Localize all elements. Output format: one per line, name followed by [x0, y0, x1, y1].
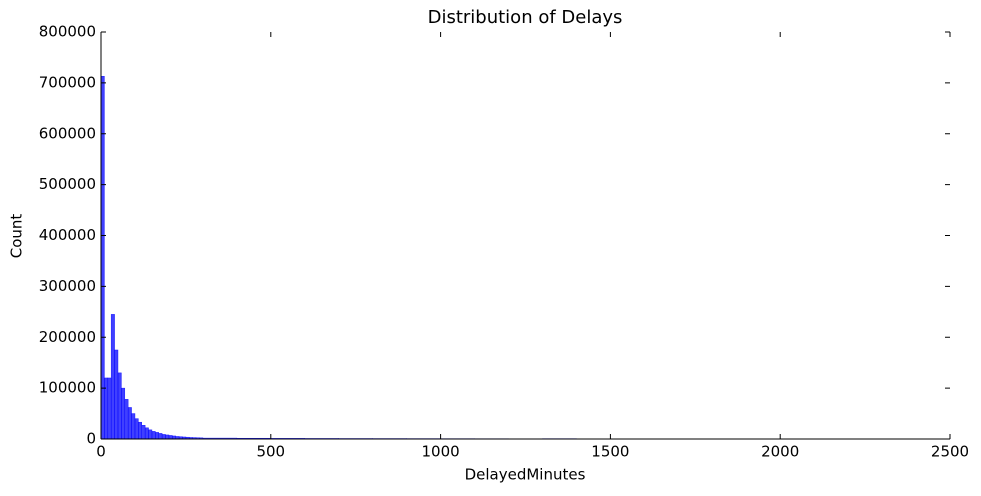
y-tick-label: 700000 — [39, 73, 96, 91]
x-tick-label: 1500 — [591, 443, 629, 461]
bar — [101, 76, 104, 439]
y-tick-label: 100000 — [39, 379, 96, 397]
bar — [149, 430, 152, 439]
x-tick-label: 0 — [96, 443, 106, 461]
y-tick-label: 0 — [86, 430, 96, 448]
y-tick-label: 800000 — [39, 23, 96, 41]
bar — [145, 428, 148, 439]
chart-title: Distribution of Delays — [428, 7, 623, 28]
y-tick-label: 500000 — [39, 175, 96, 193]
y-axis-label: Count — [8, 214, 26, 259]
bar — [118, 373, 121, 439]
bar — [162, 434, 165, 439]
x-tick-label: 1000 — [422, 443, 460, 461]
x-tick-label: 2000 — [761, 443, 799, 461]
bar — [125, 399, 128, 439]
bar — [104, 378, 107, 439]
bar — [155, 432, 158, 439]
y-tick-label: 200000 — [39, 328, 96, 346]
y-tick-label: 600000 — [39, 124, 96, 142]
bar — [166, 435, 169, 439]
bar — [142, 425, 145, 439]
bar — [152, 431, 155, 439]
bar — [108, 378, 111, 439]
bar — [132, 414, 135, 439]
bar — [115, 350, 118, 439]
y-tick-label: 400000 — [39, 226, 96, 244]
bar — [121, 388, 124, 439]
bar — [111, 314, 114, 439]
bar — [169, 435, 172, 439]
x-axis-label: DelayedMinutes — [465, 466, 586, 484]
x-tick-label: 2500 — [931, 443, 969, 461]
y-tick-label: 300000 — [39, 277, 96, 295]
x-tick-label: 500 — [256, 443, 285, 461]
bar — [159, 433, 162, 439]
bar — [138, 422, 141, 439]
bar — [128, 407, 131, 439]
bar — [135, 419, 138, 439]
